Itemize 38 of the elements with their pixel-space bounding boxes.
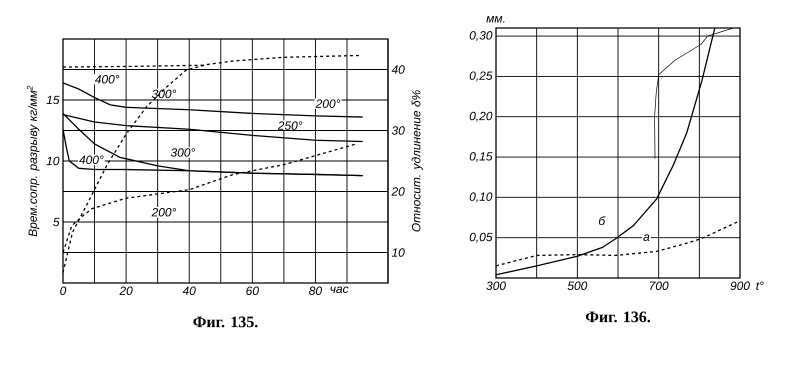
y-tick-label: 0,30 <box>470 31 492 42</box>
y2-tick-label: 40 <box>392 65 405 74</box>
y-tick-label: 0,20 <box>470 112 492 122</box>
series-label: б <box>598 216 606 226</box>
y-tick-label: 15 <box>46 96 60 104</box>
series-label: 300° <box>152 90 176 98</box>
y-tick-label: 0,05 <box>470 232 493 243</box>
x-tick-label: 700 <box>650 282 669 290</box>
y2-axis-title: Относит. удлинение δ% <box>412 90 423 232</box>
x-tick-label: 40 <box>182 286 196 295</box>
x-tick-label: 500 <box>568 282 588 290</box>
series-label: 250° <box>278 121 302 130</box>
y2-tick-label: 30 <box>392 126 405 135</box>
x-tick-label: 900 <box>730 282 750 290</box>
series-label: 200° <box>152 208 176 216</box>
series-label: 300° <box>170 148 195 157</box>
x-tick-label: 80 <box>309 286 322 295</box>
x-axis-title: час <box>330 286 348 294</box>
y-tick-label: 0,10 <box>470 192 492 202</box>
y-tick-label: 0,15 <box>470 152 493 162</box>
series-label: а <box>643 234 650 241</box>
series-label: 400° <box>79 156 104 164</box>
y-axis-title: Врем.сопр. разрыву кг/мм$^{2}$ <box>26 86 40 236</box>
x-tick-label: 0 <box>60 286 66 295</box>
text: Фиг. 136. <box>586 312 650 322</box>
series-label: 400° <box>94 75 120 84</box>
x-axis-title: t° <box>756 282 764 290</box>
y-tick-label: 5 <box>53 218 60 226</box>
y-tick-label: 0,25 <box>470 71 493 82</box>
y2-tick-label: 20 <box>391 187 405 196</box>
x-tick-label: 300 <box>486 282 506 290</box>
y2-tick-label: 10 <box>392 248 405 257</box>
series-label: 200° <box>316 99 340 108</box>
x-tick-label: 60 <box>246 286 259 295</box>
x-tick-label: 20 <box>119 286 133 295</box>
text: Фиг. 135. <box>193 316 258 328</box>
y-axis-title: мм. <box>486 16 504 22</box>
y-tick-label: 10 <box>46 156 60 166</box>
